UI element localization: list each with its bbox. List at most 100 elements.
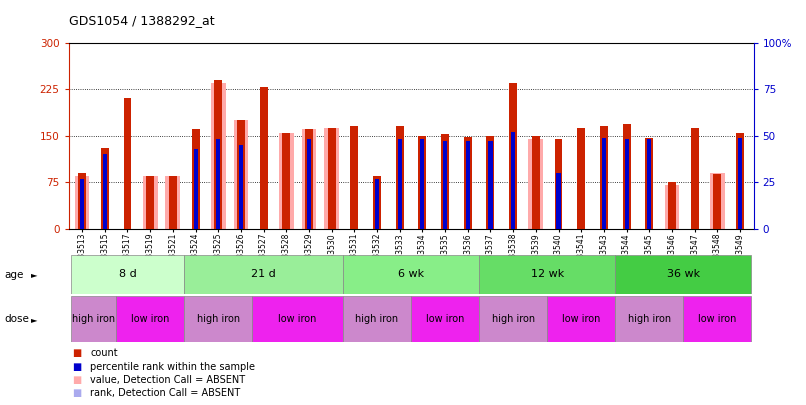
Bar (600, 126, 608, 229)
Text: 8 d: 8 d (118, 269, 136, 279)
Text: low iron: low iron (426, 314, 464, 324)
Text: low iron: low iron (278, 314, 317, 324)
Bar (75, 176, 89, 229)
Text: low iron: low iron (131, 314, 169, 324)
Bar (397, 139, 401, 229)
Bar (301, 130, 316, 229)
Bar (285, 141, 289, 229)
Bar (441, 134, 449, 229)
Bar (529, 139, 543, 229)
Bar (123, 98, 131, 229)
Bar (421, 139, 425, 229)
Bar (375, 179, 379, 229)
Text: value, Detection Call = ABSENT: value, Detection Call = ABSENT (90, 375, 245, 385)
Bar (411, 296, 479, 342)
Bar (71, 296, 116, 342)
Bar (101, 148, 109, 229)
Bar (647, 139, 651, 144)
Bar (328, 128, 335, 229)
Bar (343, 255, 479, 294)
Bar (683, 296, 751, 342)
Text: 6 wk: 6 wk (398, 269, 424, 279)
Bar (169, 176, 177, 229)
Bar (511, 132, 515, 137)
Text: high iron: high iron (72, 314, 115, 324)
Bar (665, 185, 679, 229)
Bar (193, 149, 197, 153)
Bar (615, 255, 751, 294)
Bar (646, 138, 653, 229)
Bar (343, 296, 411, 342)
Bar (71, 255, 185, 294)
Bar (466, 141, 470, 229)
Bar (373, 176, 381, 229)
Bar (307, 139, 311, 144)
Bar (443, 141, 447, 229)
Bar (479, 296, 547, 342)
Bar (216, 139, 220, 229)
Bar (237, 120, 245, 229)
Bar (239, 145, 243, 229)
Bar (615, 296, 683, 342)
Bar (488, 141, 492, 229)
Text: low iron: low iron (562, 314, 600, 324)
Text: ■: ■ (73, 362, 81, 371)
Bar (211, 83, 226, 229)
Text: GDS1054 / 1388292_at: GDS1054 / 1388292_at (69, 14, 214, 27)
Bar (738, 138, 742, 229)
Bar (193, 149, 197, 229)
Text: ►: ► (31, 270, 37, 279)
Bar (103, 154, 107, 229)
Text: 36 wk: 36 wk (667, 269, 700, 279)
Bar (396, 126, 404, 229)
Text: 21 d: 21 d (251, 269, 276, 279)
Bar (216, 139, 220, 144)
Bar (192, 130, 200, 229)
Bar (577, 128, 585, 229)
Text: rank, Detection Call = ABSENT: rank, Detection Call = ABSENT (90, 388, 240, 398)
Text: dose: dose (4, 314, 29, 324)
Bar (532, 136, 540, 229)
Bar (239, 141, 243, 229)
Bar (736, 132, 744, 229)
Bar (185, 296, 252, 342)
Bar (463, 137, 472, 229)
Text: low iron: low iron (698, 314, 737, 324)
Bar (234, 120, 248, 229)
Bar (421, 139, 425, 144)
Bar (165, 176, 181, 229)
Bar (305, 130, 313, 229)
Bar (713, 174, 721, 229)
Bar (466, 141, 470, 146)
Bar (547, 296, 615, 342)
Bar (351, 126, 359, 229)
Bar (443, 141, 447, 146)
Text: ►: ► (31, 315, 37, 324)
Text: 12 wk: 12 wk (530, 269, 564, 279)
Bar (324, 128, 339, 229)
Bar (143, 176, 157, 229)
Bar (691, 128, 699, 229)
Bar (738, 138, 742, 143)
Bar (710, 173, 725, 229)
Bar (279, 132, 293, 229)
Bar (647, 139, 651, 229)
Bar (185, 255, 343, 294)
Text: age: age (4, 270, 23, 279)
Bar (668, 182, 676, 229)
Bar (511, 132, 515, 229)
Bar (307, 139, 311, 229)
Text: ■: ■ (73, 375, 81, 385)
Bar (252, 296, 343, 342)
Bar (397, 139, 401, 144)
Bar (556, 173, 560, 178)
Bar (80, 179, 84, 229)
Text: ■: ■ (73, 388, 81, 398)
Bar (239, 145, 243, 150)
Bar (260, 87, 268, 229)
Bar (80, 179, 84, 183)
Bar (214, 80, 222, 229)
Bar (116, 296, 185, 342)
Bar (479, 255, 615, 294)
Text: count: count (90, 348, 118, 358)
